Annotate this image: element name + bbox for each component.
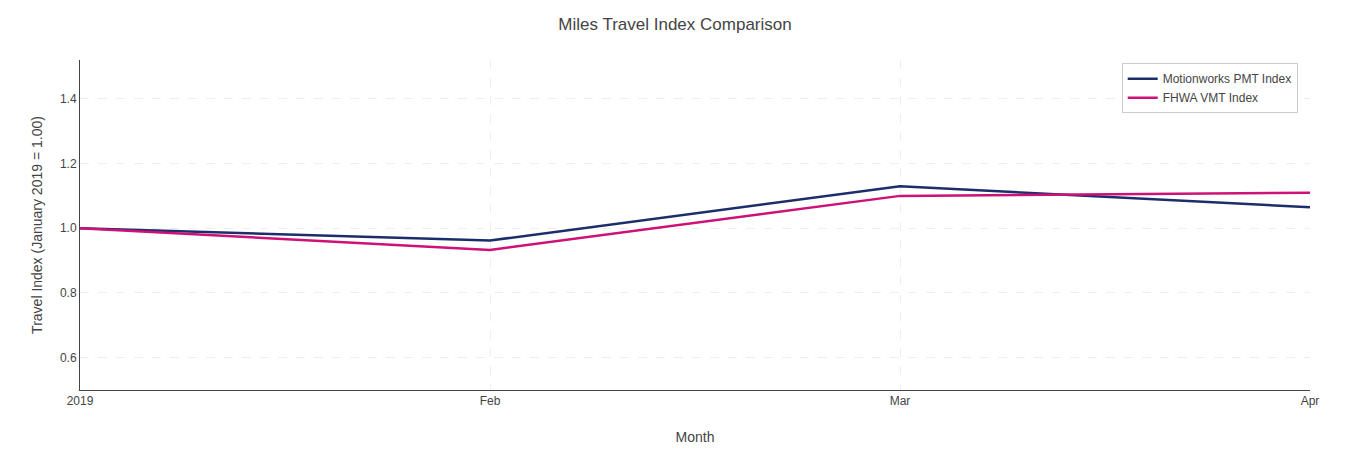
svg-text:1.4: 1.4 (60, 92, 77, 106)
svg-text:1.2: 1.2 (60, 157, 77, 171)
svg-text:Mar: Mar (890, 394, 911, 408)
svg-text:Travel Index (January 2019 = 1: Travel Index (January 2019 = 1.00) (29, 116, 45, 334)
svg-text:Miles Travel Index Comparison: Miles Travel Index Comparison (558, 15, 791, 34)
svg-text:0.8: 0.8 (60, 286, 77, 300)
svg-text:1.0: 1.0 (60, 221, 77, 235)
svg-text:0.6: 0.6 (60, 351, 77, 365)
svg-text:Motionworks PMT Index: Motionworks PMT Index (1163, 72, 1292, 86)
svg-text:2019: 2019 (67, 394, 94, 408)
svg-text:Feb: Feb (480, 394, 501, 408)
svg-text:Apr: Apr (1301, 394, 1320, 408)
svg-text:FHWA VMT Index: FHWA VMT Index (1163, 91, 1258, 105)
svg-text:Month: Month (676, 429, 715, 445)
